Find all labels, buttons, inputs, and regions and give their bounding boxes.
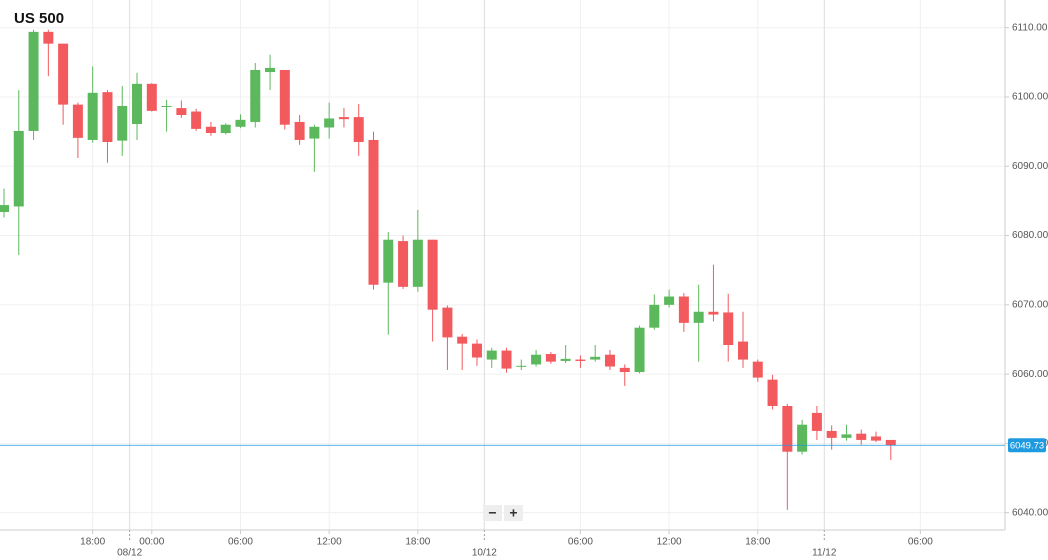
zoom-in-label[interactable]: + <box>509 505 517 521</box>
candle-body <box>619 367 630 373</box>
candle-body <box>250 69 261 122</box>
candle-body <box>841 434 852 438</box>
zoom-in-button[interactable] <box>504 505 523 521</box>
candle-body <box>117 106 128 141</box>
candle-body <box>531 354 542 365</box>
candle-body <box>28 31 39 131</box>
candle-body <box>265 67 276 73</box>
x-tick-label: 12:00 <box>317 537 342 548</box>
candle-body <box>442 307 453 338</box>
candle-body <box>191 111 202 129</box>
y-tick-label: 6110.00 <box>1012 22 1048 33</box>
candle-body <box>678 296 689 323</box>
last-price-label: 6049.73 <box>1010 440 1044 451</box>
date-label: 08/12 <box>117 548 142 559</box>
candle-body <box>575 359 586 361</box>
candle-body <box>161 106 172 107</box>
candle-body <box>738 341 748 360</box>
zoom-out-label[interactable]: − <box>488 505 496 521</box>
candle-body <box>294 121 305 140</box>
date-label: 10/12 <box>472 548 497 559</box>
candle-body <box>723 312 734 346</box>
candle-body <box>457 336 468 344</box>
candle-body <box>545 354 556 362</box>
candle-body <box>752 361 763 378</box>
y-tick-label: 6090.00 <box>1012 161 1048 172</box>
candle-body <box>871 436 882 441</box>
candle-body <box>132 83 143 125</box>
candle-body <box>353 117 364 143</box>
candle-body <box>338 117 349 120</box>
candle-body <box>560 358 571 361</box>
x-tick-label: 06:00 <box>228 537 253 548</box>
candle-body <box>309 126 320 139</box>
candle-body <box>13 130 24 207</box>
candle-body <box>856 433 867 440</box>
candle-body <box>383 239 394 283</box>
x-tick-label: 06:00 <box>908 537 933 548</box>
candle-body <box>220 124 231 134</box>
chart-title: US 500 <box>14 10 64 27</box>
candle-body <box>516 365 527 367</box>
candle-body <box>826 430 837 438</box>
y-tick-label: 6070.00 <box>1012 299 1048 310</box>
candle-body <box>782 405 793 452</box>
candle-body <box>590 356 601 360</box>
candle-body <box>486 350 497 360</box>
candle-body <box>102 92 113 143</box>
candle-body <box>146 83 157 111</box>
candle-body <box>72 104 83 138</box>
candle-body <box>885 439 896 446</box>
candle-body <box>693 311 704 323</box>
last-price-box <box>1008 438 1046 453</box>
candle-body <box>427 239 438 310</box>
candle-body <box>398 241 409 287</box>
candle-body <box>58 43 69 105</box>
candles <box>0 29 896 510</box>
y-tick-label: 6060.00 <box>1012 369 1048 380</box>
candle-body <box>412 239 423 287</box>
y-tick-label: 6040.00 <box>1012 507 1048 518</box>
candle-body <box>176 108 187 116</box>
candle-body <box>811 412 822 431</box>
zoom-controls: − + <box>483 505 523 521</box>
x-tick-label: 18:00 <box>745 537 770 548</box>
candle-body <box>634 327 645 373</box>
zoom-out-button[interactable] <box>483 505 502 521</box>
candle-body <box>664 296 675 305</box>
candle-body <box>87 92 98 140</box>
candle-body <box>324 118 335 128</box>
candle-body <box>0 205 9 212</box>
candle-body <box>368 139 379 285</box>
candle-body <box>767 379 778 406</box>
x-tick-label: 12:00 <box>657 537 682 548</box>
candle-body <box>235 119 246 127</box>
x-tick-label: 06:00 <box>568 537 593 548</box>
candle-body <box>501 350 512 369</box>
y-tick-label: 6100.00 <box>1012 92 1048 103</box>
candle-body <box>797 424 808 452</box>
candle-body <box>708 311 719 315</box>
candle-body <box>471 343 482 358</box>
candle-body <box>43 31 54 44</box>
date-label: 11/12 <box>812 548 837 559</box>
x-tick-label: 18:00 <box>405 537 430 548</box>
candle-body <box>649 304 660 328</box>
y-tick-label: 6080.00 <box>1012 230 1048 241</box>
candle-body <box>604 354 615 367</box>
candle-body <box>279 69 290 125</box>
candle-body <box>205 126 216 134</box>
x-tick-label: 00:00 <box>139 537 164 548</box>
x-tick-label: 18:00 <box>80 537 105 548</box>
